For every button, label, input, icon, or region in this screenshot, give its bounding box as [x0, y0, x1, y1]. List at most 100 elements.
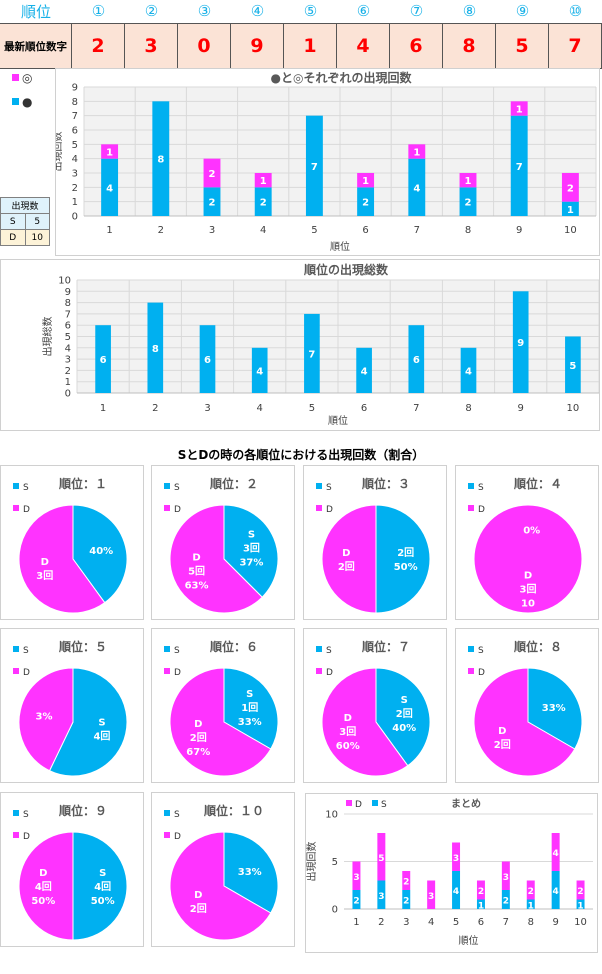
chart1-datalabel-1-1: 1 — [106, 148, 113, 159]
rank-header-label: 順位 — [20, 2, 51, 21]
summary-datalabel-0-10: 1 — [577, 901, 583, 911]
summary-xtick-1: 1 — [353, 917, 359, 928]
chart1-datalabel-1-3: 2 — [209, 169, 216, 180]
chart1-datalabel-1-6: 1 — [362, 176, 369, 187]
summary-datalabel-0-5: 4 — [453, 887, 459, 897]
pie-s-label-2-line-2: 3回 — [243, 543, 260, 555]
chart2-datalabel-7: 6 — [413, 355, 420, 366]
summary-datalabel-1-2: 5 — [378, 854, 384, 864]
pie-s-label-7-line-3: 40% — [392, 723, 416, 734]
chart2-xtick-6: 6 — [361, 403, 367, 414]
pie-slice-d-9 — [18, 831, 74, 941]
latest-digit-4: 9 — [231, 24, 284, 68]
pie-panel-1: S D 順位：１ 40% D 3回 — [0, 465, 144, 620]
chart2-ytick: 8 — [65, 298, 71, 309]
rank-header-row: 順位 ① ② ③ ④ ⑤ ⑥ ⑦ ⑧ ⑨ ⑩ — [0, 0, 602, 22]
chart2-xtick-7: 7 — [413, 403, 419, 414]
chart1-title: ●と◎それぞれの出現回数 — [271, 70, 413, 85]
pie-legend-s-swatch — [316, 483, 322, 489]
pie-legend-d-label: D — [326, 668, 333, 678]
chart2-ytick: 1 — [65, 377, 71, 388]
pie-s-label-7-line-1: S — [401, 695, 408, 706]
pie-legend-d-swatch — [468, 505, 474, 511]
pie-title-10: 順位：１０ — [203, 803, 264, 818]
pie-title-2: 順位：２ — [209, 476, 258, 491]
chart1-datalabel-0-2: 8 — [157, 155, 164, 166]
pie-slice-s-6 — [223, 667, 279, 750]
legend1-magenta-swatch — [12, 74, 19, 81]
rank-header-7: ⑦ — [409, 2, 424, 20]
pie-d-label-2-line-1: D — [192, 552, 200, 563]
pie-section-title: SとDの時の各順位における出現回数（割合） — [177, 448, 425, 462]
rank-header-1: ① — [91, 2, 106, 20]
pie-d-label-9-line-3: 50% — [31, 896, 55, 907]
chart1-bar-1-1 — [101, 144, 119, 159]
pie-legend-d-swatch — [164, 668, 170, 674]
pie-d-label-4-line-1: D — [524, 571, 532, 582]
pie-svg-4: S D 順位：４ 0% D 3回 10 — [468, 476, 583, 614]
pie-slice-d-7 — [321, 667, 409, 777]
rank-header-5: ⑤ — [303, 2, 318, 20]
pie-slice-s-10 — [223, 831, 279, 914]
chart1-datalabel-1-10: 2 — [567, 183, 574, 194]
pie-d-label-7-line-2: 3回 — [339, 726, 356, 738]
chart1-bar-0-5 — [305, 115, 323, 216]
pie-slice-d-8 — [473, 667, 576, 777]
chart1-ytick: 5 — [72, 140, 78, 151]
chart2-bar-1 — [95, 325, 111, 393]
pie-title-7: 順位：７ — [361, 639, 410, 654]
chart2-datalabel-8: 4 — [465, 366, 472, 377]
latest-digit-6: 4 — [337, 24, 390, 68]
summary-xtick-10: 10 — [574, 917, 587, 928]
summary-datalabel-1-8: 2 — [528, 887, 534, 897]
pie-s-label-2-line-3: 37% — [239, 558, 263, 569]
chart2-bar-6 — [356, 347, 372, 393]
chart2-bar-5 — [304, 313, 320, 393]
chart1-bar-0-2 — [152, 101, 170, 216]
pie-legend-s-swatch — [468, 646, 474, 652]
pie-legend-d-label: D — [23, 505, 30, 515]
chart1-ytick: 6 — [72, 126, 78, 137]
summary-datalabel-0-9: 4 — [553, 887, 559, 897]
summary-datalabel-1-6: 2 — [478, 887, 484, 897]
summary-datalabel-0-3: 2 — [403, 897, 409, 907]
chart2-xtick-8: 8 — [465, 403, 471, 414]
latest-digit-3: 0 — [178, 24, 231, 68]
pie-slice-d-1 — [18, 504, 106, 614]
pie-s-label-6-line-1: S — [246, 689, 253, 700]
summary-ytick: 5 — [332, 857, 338, 868]
pie-d-label-2-line-2: 5回 — [188, 565, 205, 577]
pie-d-label-6-line-3: 67% — [186, 747, 210, 758]
pie-legend-d-swatch — [316, 668, 322, 674]
pie-legend-d-label: D — [174, 505, 181, 515]
pie-legend-s-label: S — [174, 483, 180, 493]
latest-digits-label: 最新順位数字 — [0, 24, 72, 68]
pie-svg-9: S D 順位：９ S 4回 50% D 4回 50% — [13, 803, 128, 941]
summary-ytick: 10 — [325, 810, 338, 821]
chart1-datalabel-1-7: 1 — [413, 148, 420, 159]
summary-bar-1-7 — [501, 861, 510, 890]
chart2-datalabel-2: 8 — [152, 344, 159, 355]
pie-s-label-1-line-1: 40% — [89, 546, 113, 557]
chart1-xtick-8: 8 — [465, 225, 471, 236]
pie-svg-10: S D 順位：１０ 33% D 2回 — [164, 803, 279, 941]
pie-d-label-3-line-1: D — [342, 548, 350, 559]
summary-xlabel: 順位 — [459, 934, 479, 947]
chart2-datalabel-9: 9 — [517, 338, 524, 349]
pie-legend-s-label: S — [326, 646, 332, 656]
pie-svg-6: S D 順位：６ S 1回 33% D 2回 67% — [164, 639, 279, 777]
legend1: ◎ ● — [12, 71, 32, 109]
chart1-bar-1-8 — [459, 173, 477, 188]
summary-datalabel-1-3: 2 — [403, 878, 409, 888]
chart1-xtick-2: 2 — [158, 225, 164, 236]
pie-svg-3: S D 順位：３ 2回 50% D 2回 — [316, 476, 431, 614]
chart2-ytick: 7 — [65, 309, 71, 320]
chart1-bar-1-4 — [254, 173, 272, 188]
pie-legend-d-label: D — [326, 505, 333, 515]
chart1-xtick-5: 5 — [311, 225, 317, 236]
summary-chart-svg: 05102313522230344351262371284491210まとめ順位… — [305, 798, 593, 947]
summary-title: まとめ — [451, 798, 481, 810]
pie-legend-d-swatch — [13, 832, 19, 838]
chart2-datalabel-4: 4 — [256, 366, 263, 377]
